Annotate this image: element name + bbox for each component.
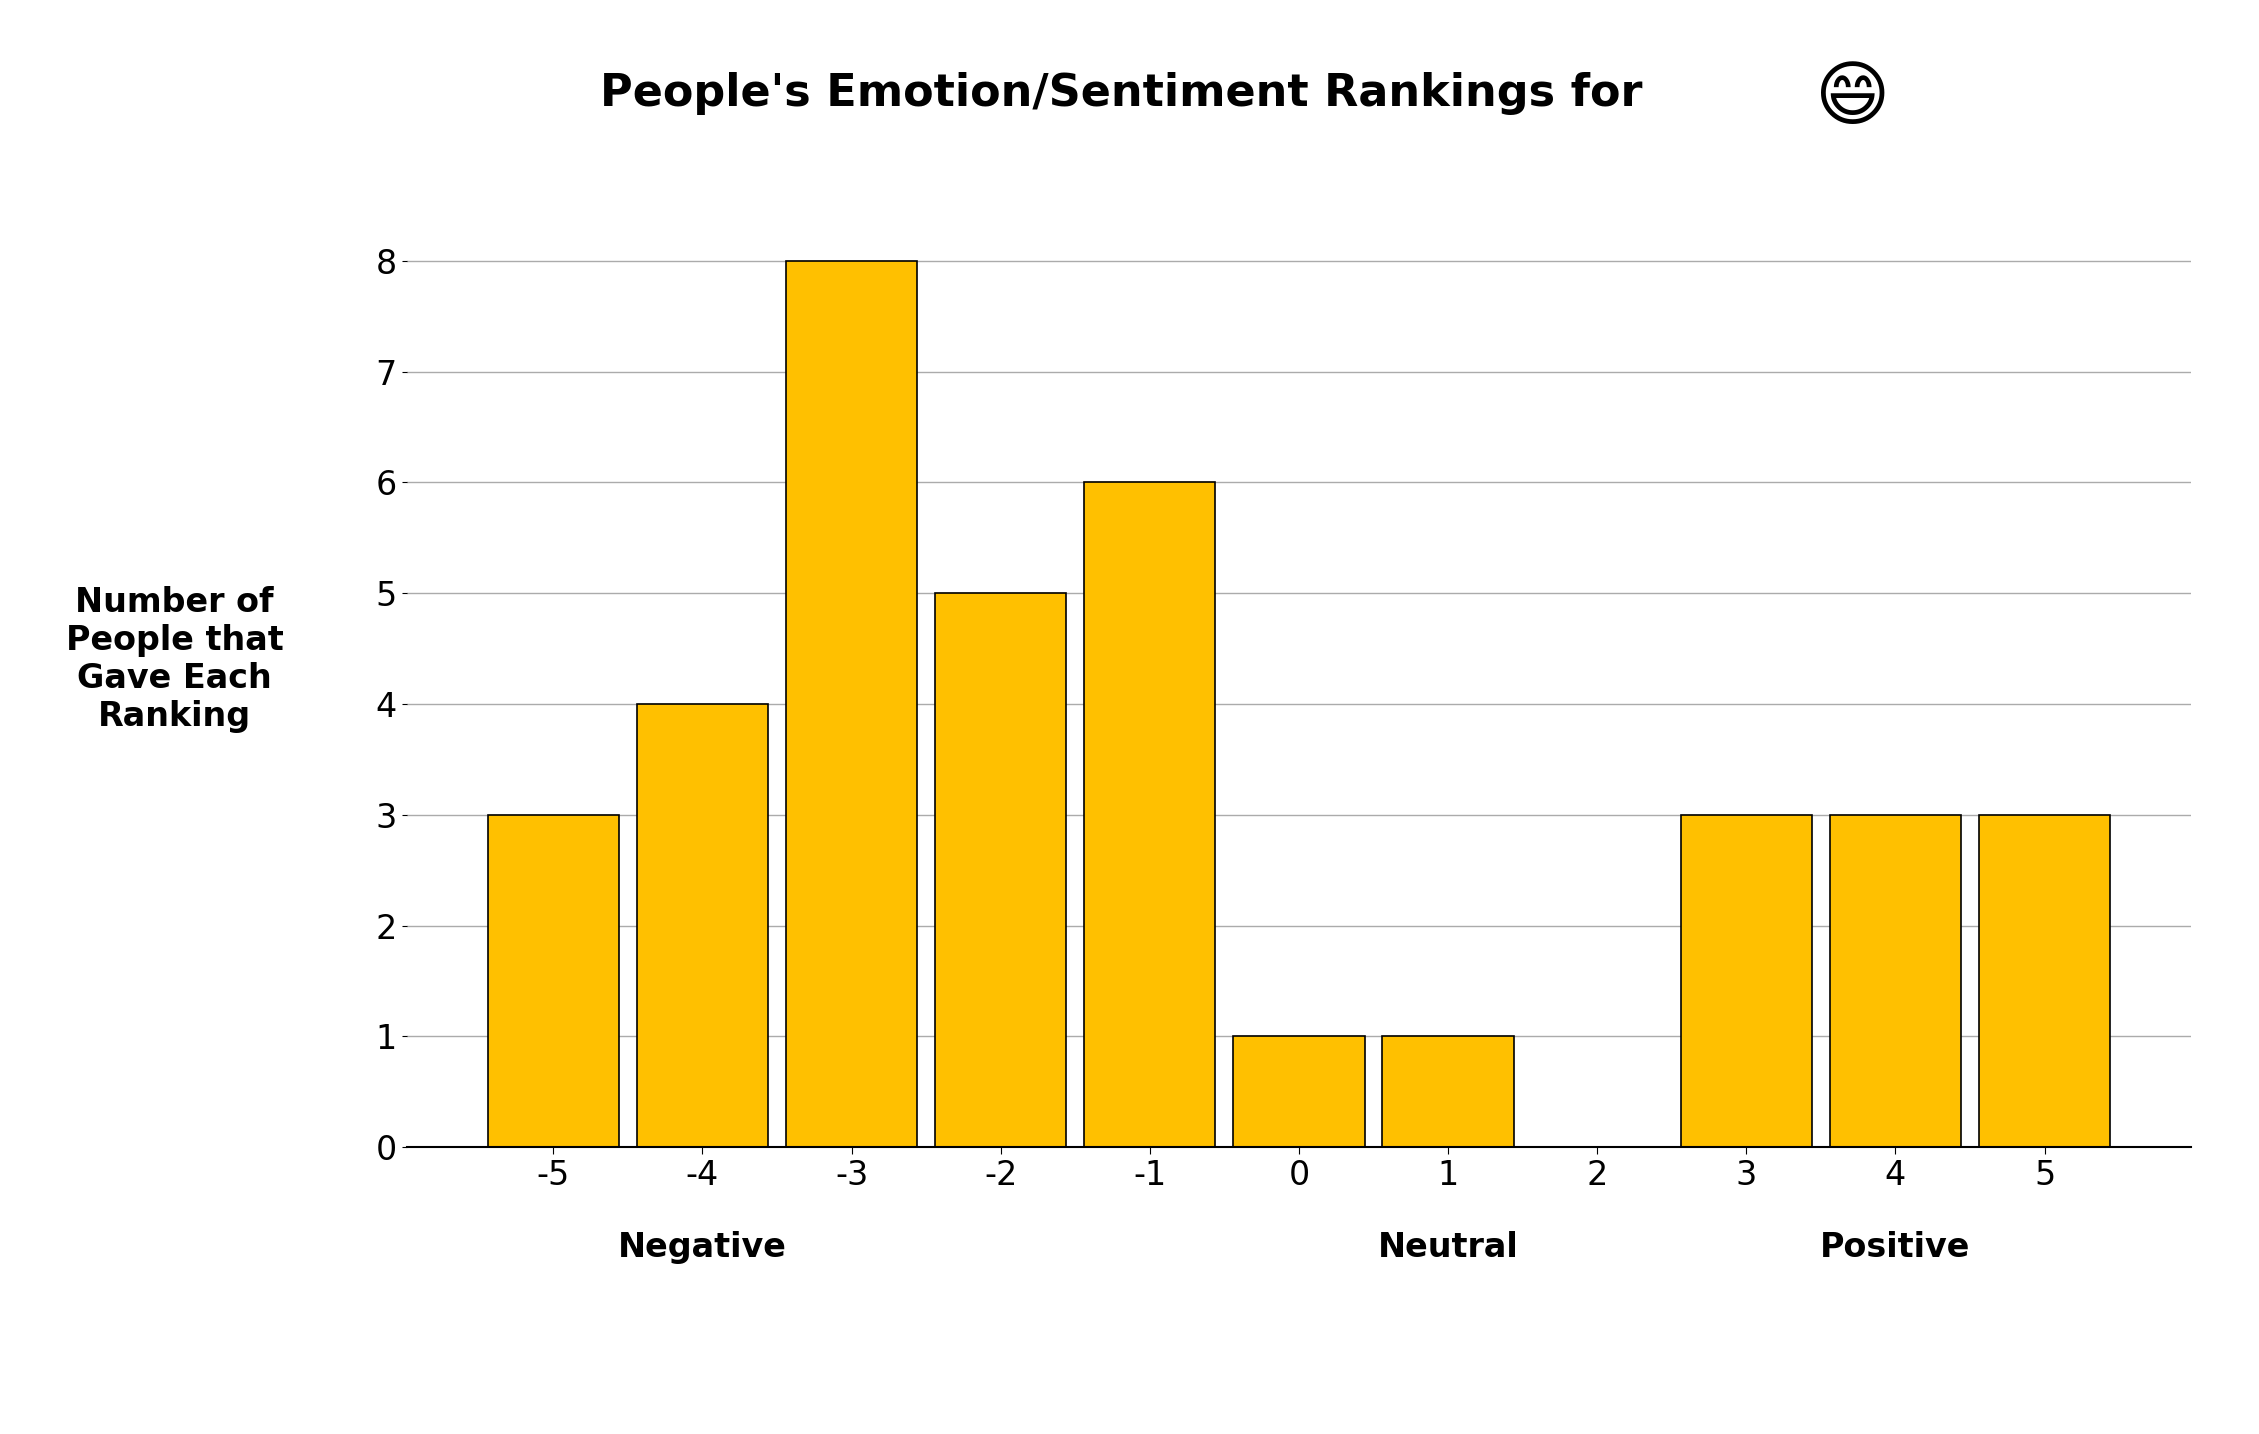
Text: Positive: Positive: [1821, 1230, 1970, 1263]
Bar: [1979, 815, 2110, 1147]
Bar: [1084, 482, 1215, 1147]
Bar: [488, 815, 619, 1147]
Text: Neutral: Neutral: [1378, 1230, 1518, 1263]
Bar: [786, 261, 917, 1147]
Bar: [1233, 1037, 1364, 1147]
Text: 😄: 😄: [1814, 65, 1891, 133]
Bar: [1383, 1037, 1514, 1147]
Text: Negative: Negative: [619, 1230, 786, 1263]
Y-axis label: Number of
People that
Gave Each
Ranking: Number of People that Gave Each Ranking: [66, 587, 282, 733]
Text: People's Emotion/Sentiment Rankings for: People's Emotion/Sentiment Rankings for: [601, 72, 1658, 115]
Bar: [935, 594, 1066, 1147]
Bar: [1830, 815, 1961, 1147]
Bar: [1681, 815, 1812, 1147]
Bar: [637, 704, 768, 1147]
